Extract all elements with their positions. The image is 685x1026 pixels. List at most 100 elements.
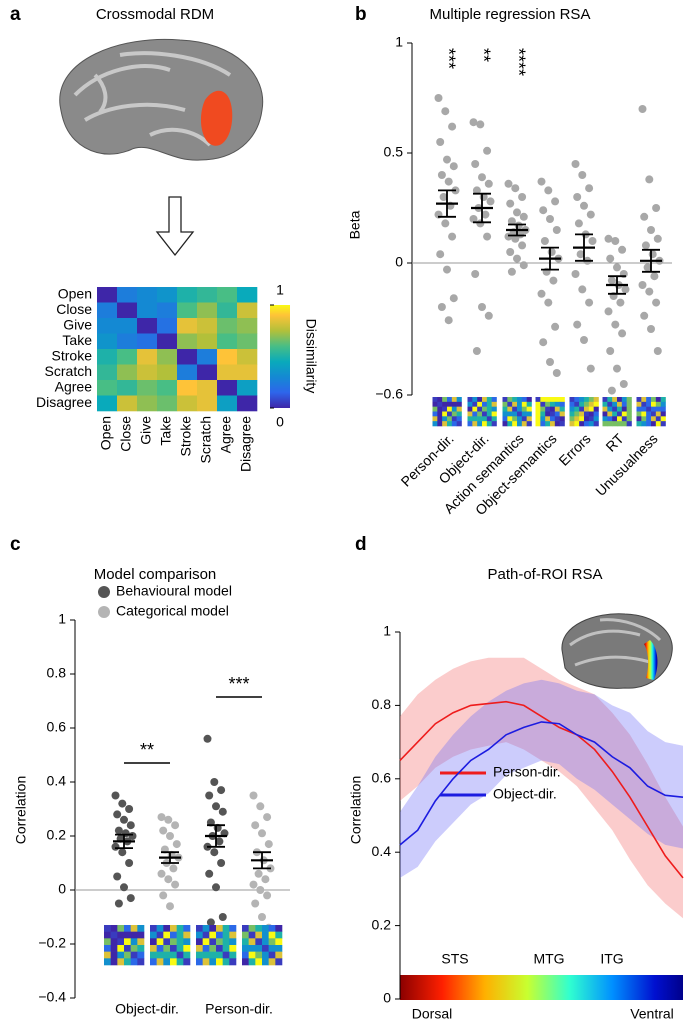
model-thumbnail: [262, 931, 269, 939]
model-thumbnail: [569, 421, 575, 427]
model-thumbnail: [104, 945, 111, 952]
model-thumbnail: [209, 945, 217, 952]
model-thumbnail: [117, 931, 125, 939]
model-thumbnail: [442, 397, 448, 403]
heatmap-cell: [117, 364, 138, 381]
model-thumbnail: [110, 925, 118, 932]
row-label: Close: [56, 301, 92, 317]
data-point: [113, 872, 122, 881]
model-thumbnail: [593, 406, 599, 412]
heatmap-cell: [177, 318, 198, 334]
model-thumbnail: [104, 958, 111, 966]
data-point: [444, 177, 453, 186]
model-thumbnail: [607, 397, 613, 403]
model-thumbnail: [202, 958, 210, 966]
model-thumbnail: [222, 925, 230, 932]
data-point: [571, 270, 580, 278]
data-point: [643, 263, 652, 272]
model-thumbnail: [255, 931, 263, 939]
model-thumbnail: [641, 411, 647, 417]
model-thumbnail: [242, 938, 249, 946]
col-label: Take: [158, 416, 174, 446]
arrow: [155, 196, 195, 257]
data-point: [125, 859, 134, 867]
data-point: [251, 821, 260, 830]
model-thumbnail: [202, 945, 210, 952]
model-thumbnail: [559, 401, 565, 407]
model-thumbnail: [447, 411, 453, 417]
model-thumbnail: [183, 945, 191, 952]
model-thumbnail: [477, 397, 483, 403]
model-thumbnail: [554, 421, 560, 427]
data-point: [653, 347, 662, 355]
model-thumbnail: [242, 945, 249, 952]
model-thumbnail: [472, 401, 478, 407]
heatmap-cell: [237, 318, 258, 334]
model-thumbnail: [275, 938, 283, 946]
data-point: [436, 250, 445, 259]
heatmap-cell: [117, 349, 138, 365]
data-point: [606, 347, 615, 355]
model-thumbnail: [535, 421, 541, 427]
model-thumbnail: [156, 951, 164, 959]
model-thumbnail: [588, 406, 594, 412]
data-point: [645, 175, 654, 184]
model-thumbnail: [150, 931, 157, 939]
heatmap-cell: [117, 333, 138, 350]
data-point: [537, 289, 546, 298]
data-point: [472, 347, 481, 355]
model-thumbnail: [183, 958, 191, 966]
y-tick-label: 0: [383, 990, 391, 1006]
data-point: [210, 848, 219, 857]
model-thumbnail: [130, 931, 138, 939]
model-thumbnail: [612, 406, 618, 412]
col-label: Give: [138, 416, 154, 445]
data-point: [164, 875, 173, 884]
model-thumbnail: [491, 397, 497, 403]
data-point: [113, 810, 122, 819]
model-thumbnail: [593, 397, 599, 403]
heatmap-cell: [137, 318, 158, 334]
model-thumbnail: [242, 958, 249, 966]
model-thumbnail: [621, 401, 627, 407]
data-point: [449, 294, 458, 303]
model-thumbnail: [170, 925, 177, 932]
model-thumbnail: [612, 411, 618, 417]
model-thumbnail: [183, 951, 191, 959]
brain-image: [59, 38, 264, 161]
heatmap-cell: [137, 395, 158, 412]
model-thumbnail: [432, 401, 438, 407]
model-thumbnail: [472, 416, 478, 422]
data-point: [212, 802, 220, 811]
heatmap-cell: [197, 287, 218, 303]
start-label: Dorsal: [412, 1006, 452, 1022]
model-thumbnail: [432, 406, 438, 412]
model-thumbnail: [156, 945, 164, 952]
model-thumbnail: [130, 958, 138, 966]
colorbar-tick-label: 0: [276, 414, 284, 430]
data-point: [576, 250, 585, 259]
data-point: [547, 248, 556, 256]
data-point: [478, 303, 486, 311]
model-thumbnail: [229, 958, 237, 966]
model-thumbnail: [540, 397, 546, 403]
row-label: Take: [62, 332, 92, 348]
model-thumbnail: [137, 951, 145, 959]
data-point: [611, 320, 620, 329]
heatmap-cell: [157, 364, 178, 381]
model-thumbnail: [569, 397, 575, 403]
data-point: [444, 316, 453, 325]
model-thumbnail: [593, 411, 599, 417]
model-thumbnail: [636, 411, 642, 417]
data-point: [539, 338, 548, 347]
model-thumbnail: [229, 931, 237, 939]
colorbar: [400, 975, 683, 1000]
heatmap-cell: [137, 302, 158, 319]
model-thumbnail: [170, 945, 177, 952]
model-thumbnail: [655, 406, 661, 412]
heatmap-cell: [217, 302, 238, 319]
data-point: [647, 325, 655, 333]
model-thumbnail: [202, 938, 210, 946]
data-point: [166, 832, 174, 840]
model-thumbnail: [442, 416, 448, 422]
